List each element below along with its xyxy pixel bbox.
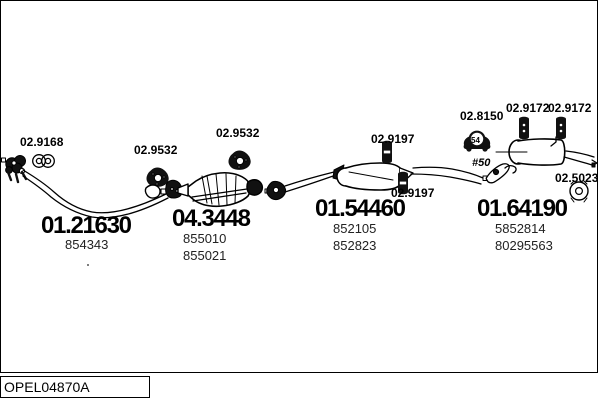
svg-text:02.9532: 02.9532	[216, 126, 260, 140]
svg-text:01.64190: 01.64190	[477, 195, 568, 222]
svg-text:855010: 855010	[183, 231, 226, 246]
svg-text:5852814: 5852814	[495, 221, 546, 236]
svg-text:02.5023: 02.5023	[555, 171, 599, 185]
svg-text:02.9197: 02.9197	[371, 132, 415, 146]
svg-text:#50: #50	[472, 157, 491, 169]
svg-text:02.9172: 02.9172	[506, 101, 550, 115]
svg-text:02.9172: 02.9172	[548, 101, 592, 115]
svg-text:852105: 852105	[333, 221, 376, 236]
svg-text:854343: 854343	[65, 237, 108, 252]
svg-text:02.8150: 02.8150	[460, 109, 504, 123]
svg-text:02.9532: 02.9532	[134, 143, 178, 157]
svg-text:54: 54	[471, 136, 480, 145]
svg-text:852823: 852823	[333, 238, 376, 253]
svg-text:80295563: 80295563	[495, 238, 553, 253]
svg-text:02.9168: 02.9168	[20, 135, 64, 149]
svg-text:855021: 855021	[183, 248, 226, 263]
svg-text:01.21630: 01.21630	[41, 212, 132, 239]
svg-text:02.9197: 02.9197	[391, 186, 435, 200]
svg-text:04.3448: 04.3448	[172, 205, 251, 232]
